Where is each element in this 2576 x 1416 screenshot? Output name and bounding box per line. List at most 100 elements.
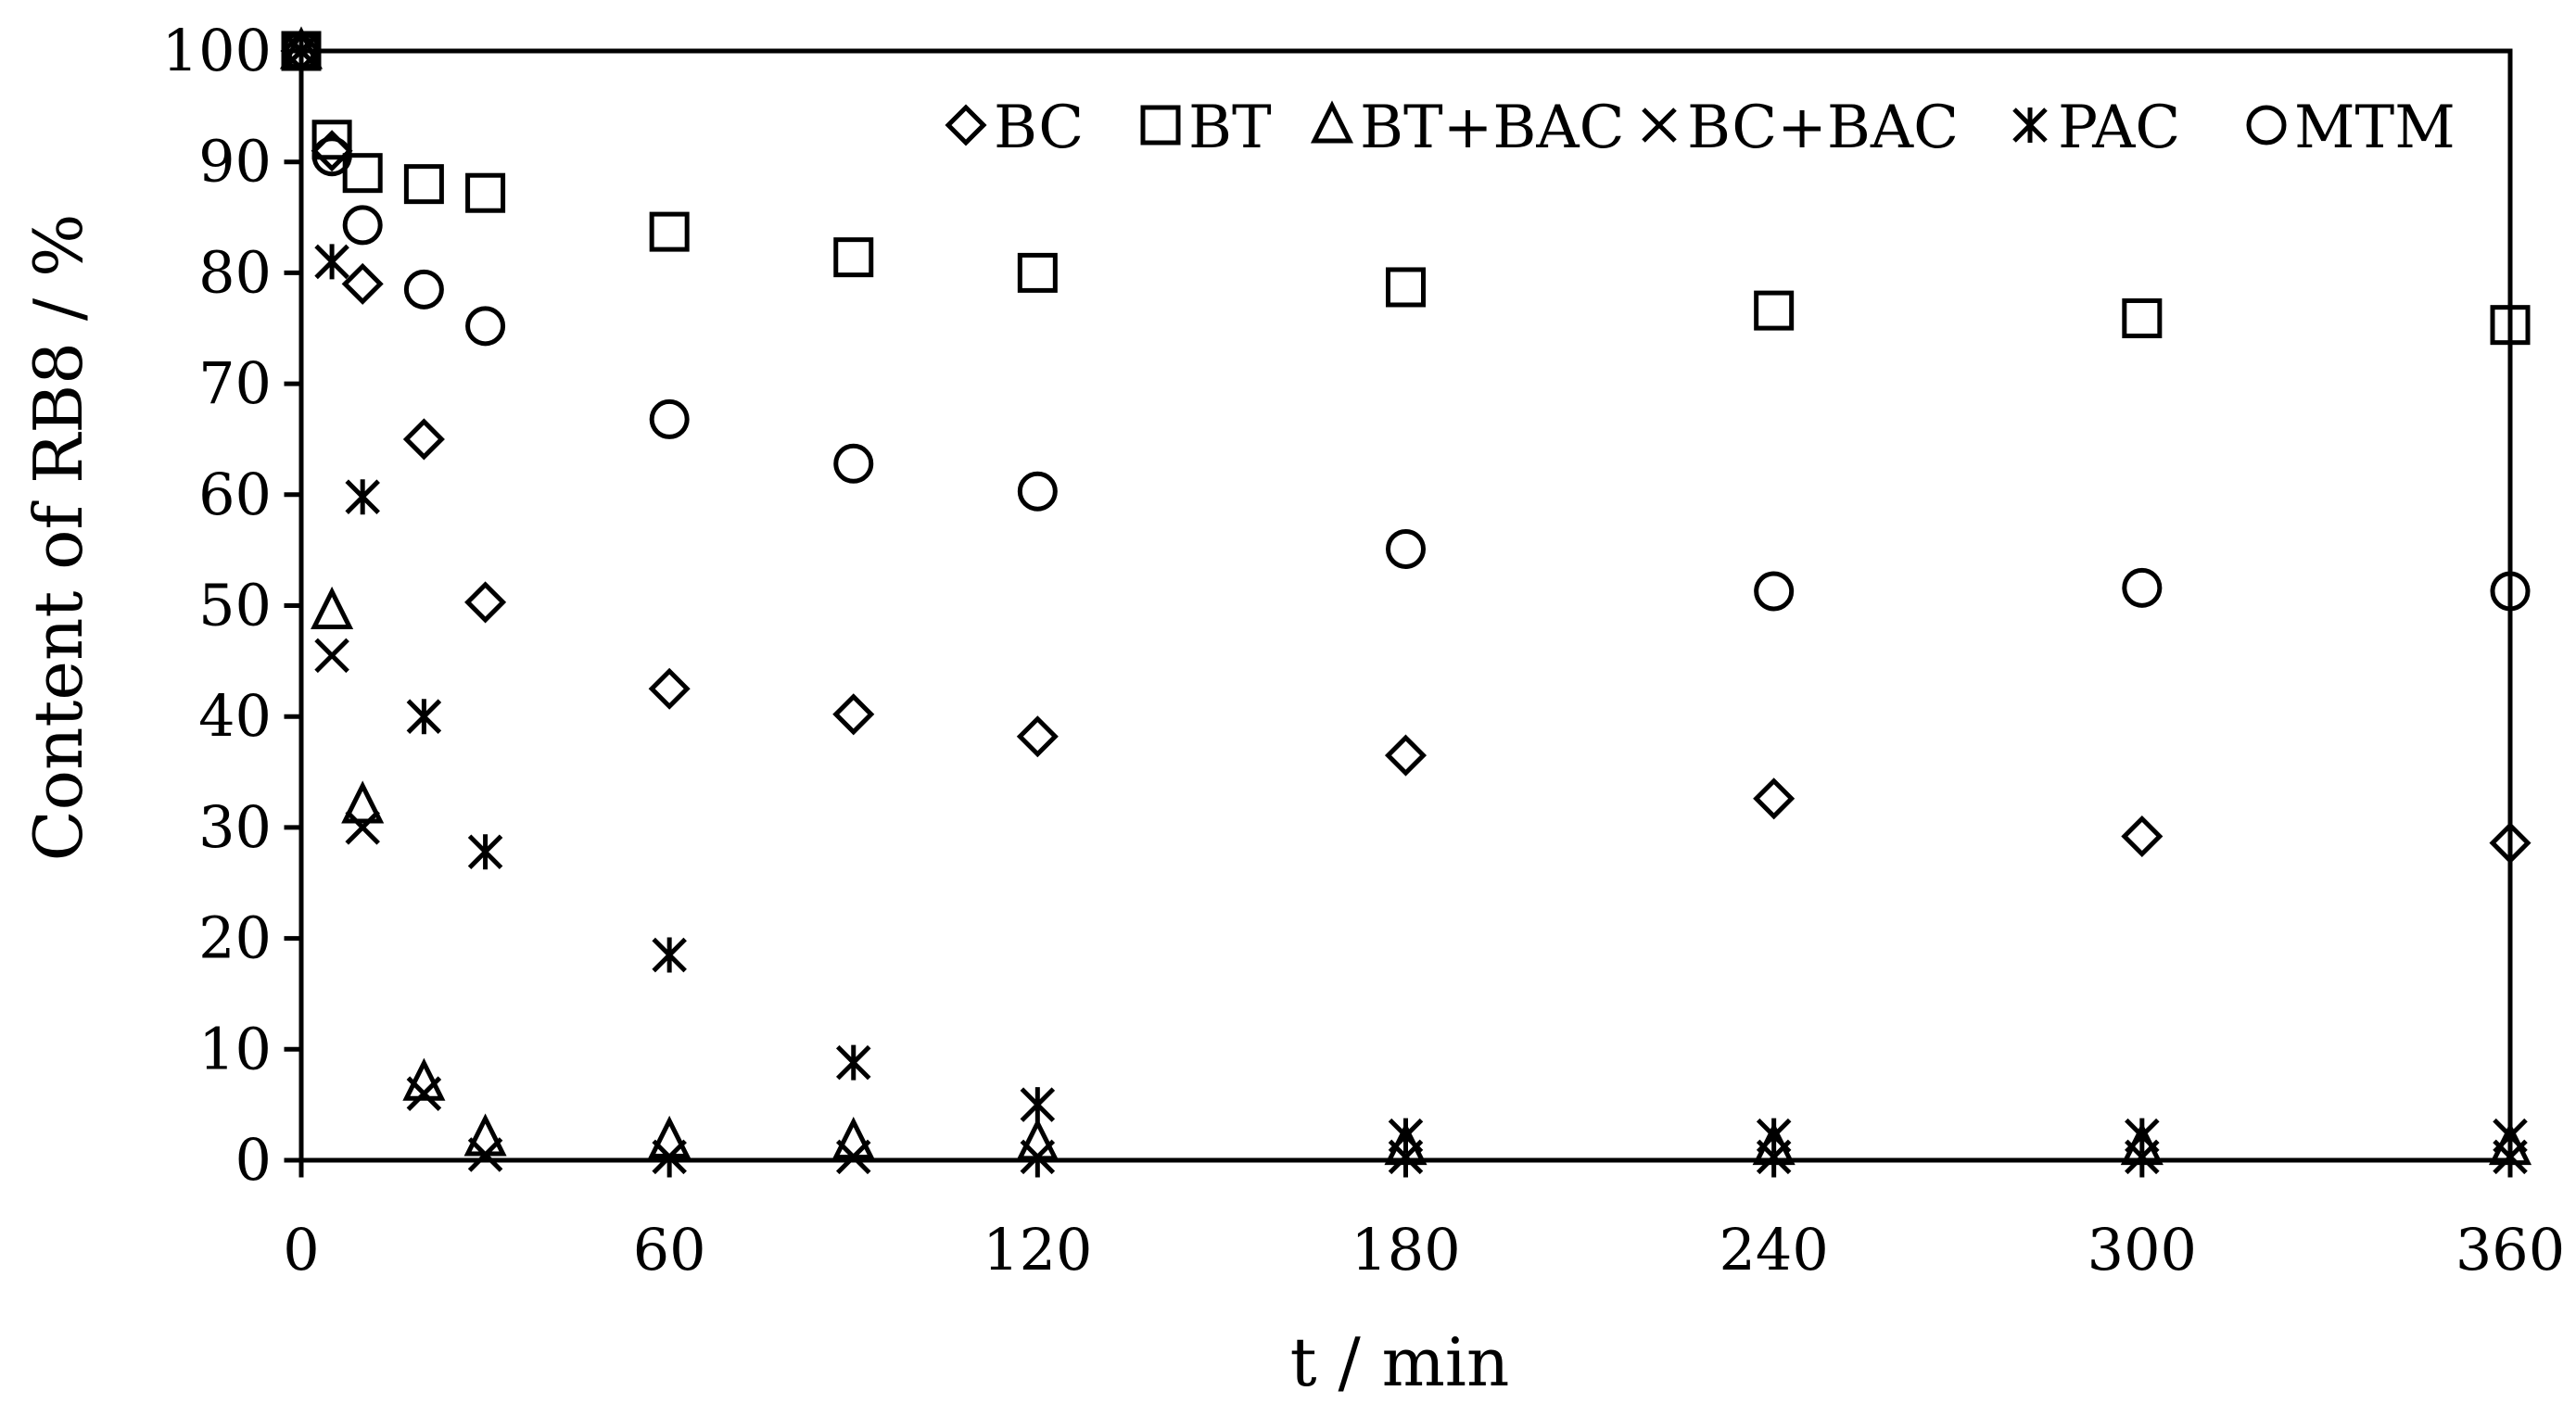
x-tick-label: 360 — [2455, 1216, 2565, 1283]
data-point — [281, 31, 322, 71]
legend-item: MTM — [2246, 94, 2455, 162]
data-point — [1754, 290, 1795, 331]
data-point — [342, 153, 383, 194]
data-point — [1020, 1139, 1056, 1175]
data-point — [463, 1113, 507, 1157]
legend-label: BC — [994, 94, 1084, 162]
legend-item: BT+BAC — [1310, 94, 1625, 162]
data-point — [284, 33, 319, 69]
data-point — [649, 211, 690, 252]
plot-area-border — [298, 48, 2513, 1163]
legend-marker — [1140, 105, 1181, 145]
data-point — [467, 1137, 503, 1172]
legend-marker — [2246, 105, 2287, 145]
plot-frame — [298, 48, 2513, 1163]
y-tick-label: 20 — [198, 904, 272, 972]
legend-marker — [1642, 107, 1677, 143]
data-points — [279, 26, 2532, 1175]
x-tick-label: 120 — [983, 1216, 1092, 1283]
data-point — [1386, 528, 1426, 569]
data-point — [2490, 571, 2531, 612]
data-point — [652, 937, 687, 973]
data-point — [314, 638, 349, 674]
data-point — [314, 244, 349, 280]
data-point — [1016, 1118, 1060, 1161]
data-point — [406, 699, 442, 735]
data-point — [1384, 734, 1428, 777]
data-point — [649, 398, 690, 439]
data-point — [1756, 1118, 1792, 1154]
legend-label: MTM — [2294, 94, 2455, 162]
legend: BC BT BT+BAC BC+BAC PAC MTM — [945, 94, 2455, 162]
data-point — [1388, 1118, 1424, 1154]
data-point — [833, 237, 874, 278]
data-point — [1753, 778, 1796, 820]
y-tick-label: 40 — [198, 682, 272, 750]
data-point — [403, 269, 444, 310]
data-point — [406, 1076, 442, 1111]
data-point — [403, 164, 444, 205]
data-point — [465, 172, 506, 213]
data-point — [648, 667, 691, 710]
data-point — [467, 834, 503, 870]
legend-item: PAC — [2012, 94, 2180, 162]
data-point — [345, 479, 380, 515]
series-bt-bac — [279, 26, 2532, 1166]
data-point — [402, 1057, 446, 1101]
data-point — [465, 306, 506, 347]
data-point — [2490, 305, 2531, 346]
data-point — [1020, 1087, 1056, 1123]
y-tick-label: 100 — [162, 17, 272, 84]
y-tick-label: 50 — [198, 572, 272, 639]
data-point — [311, 136, 352, 177]
y-tick-label: 70 — [198, 349, 272, 417]
data-point — [835, 1044, 871, 1081]
legend-label: BT — [1188, 94, 1272, 162]
y-tick-label: 80 — [198, 238, 272, 306]
y-axis-ticks: 0 10 20 30 40 50 60 70 80 90 100 — [162, 17, 304, 1194]
data-point — [464, 581, 507, 624]
x-tick-label: 60 — [633, 1216, 706, 1283]
x-tick-label: 180 — [1351, 1216, 1460, 1283]
data-point — [341, 780, 385, 824]
legend-label: PAC — [2058, 94, 2180, 162]
data-point — [2125, 1118, 2160, 1154]
data-point — [311, 586, 354, 629]
data-point — [648, 1115, 692, 1158]
data-point — [2493, 1118, 2528, 1154]
x-axis-title: t / min — [1290, 1323, 1510, 1401]
series-bt — [281, 31, 2531, 346]
y-tick-label: 0 — [235, 1126, 272, 1194]
legend-label: BT+BAC — [1360, 94, 1625, 162]
legend-item: BC — [945, 94, 1084, 162]
legend-label: BC+BAC — [1687, 94, 1959, 162]
series-bc-bac — [284, 33, 2528, 1175]
y-tick-label: 30 — [198, 793, 272, 861]
data-point — [345, 810, 380, 845]
data-point — [342, 205, 383, 246]
data-point — [2489, 822, 2532, 865]
x-axis-ticks: 0 60 120 180 240 300 360 — [283, 1157, 2565, 1283]
y-tick-label: 90 — [198, 128, 272, 196]
data-point — [1017, 252, 1058, 293]
data-point — [1754, 571, 1795, 612]
data-point — [2121, 815, 2164, 858]
legend-marker — [2012, 107, 2048, 143]
data-point — [341, 262, 384, 305]
y-axis-title: Content of RB8 / % — [19, 214, 97, 862]
y-tick-label: 10 — [198, 1015, 272, 1082]
x-tick-label: 0 — [283, 1216, 319, 1283]
data-point — [833, 443, 874, 484]
legend-marker — [1310, 100, 1354, 144]
series-bc — [280, 30, 2532, 865]
data-point — [652, 1139, 687, 1175]
series-mtm — [281, 31, 2531, 612]
data-point — [2122, 567, 2163, 608]
data-point — [1386, 267, 1426, 308]
legend-item: BC+BAC — [1642, 94, 1959, 162]
data-point — [835, 1139, 871, 1175]
legend-marker — [945, 104, 987, 146]
x-tick-label: 240 — [1719, 1216, 1828, 1283]
series-pac — [284, 33, 2528, 1154]
